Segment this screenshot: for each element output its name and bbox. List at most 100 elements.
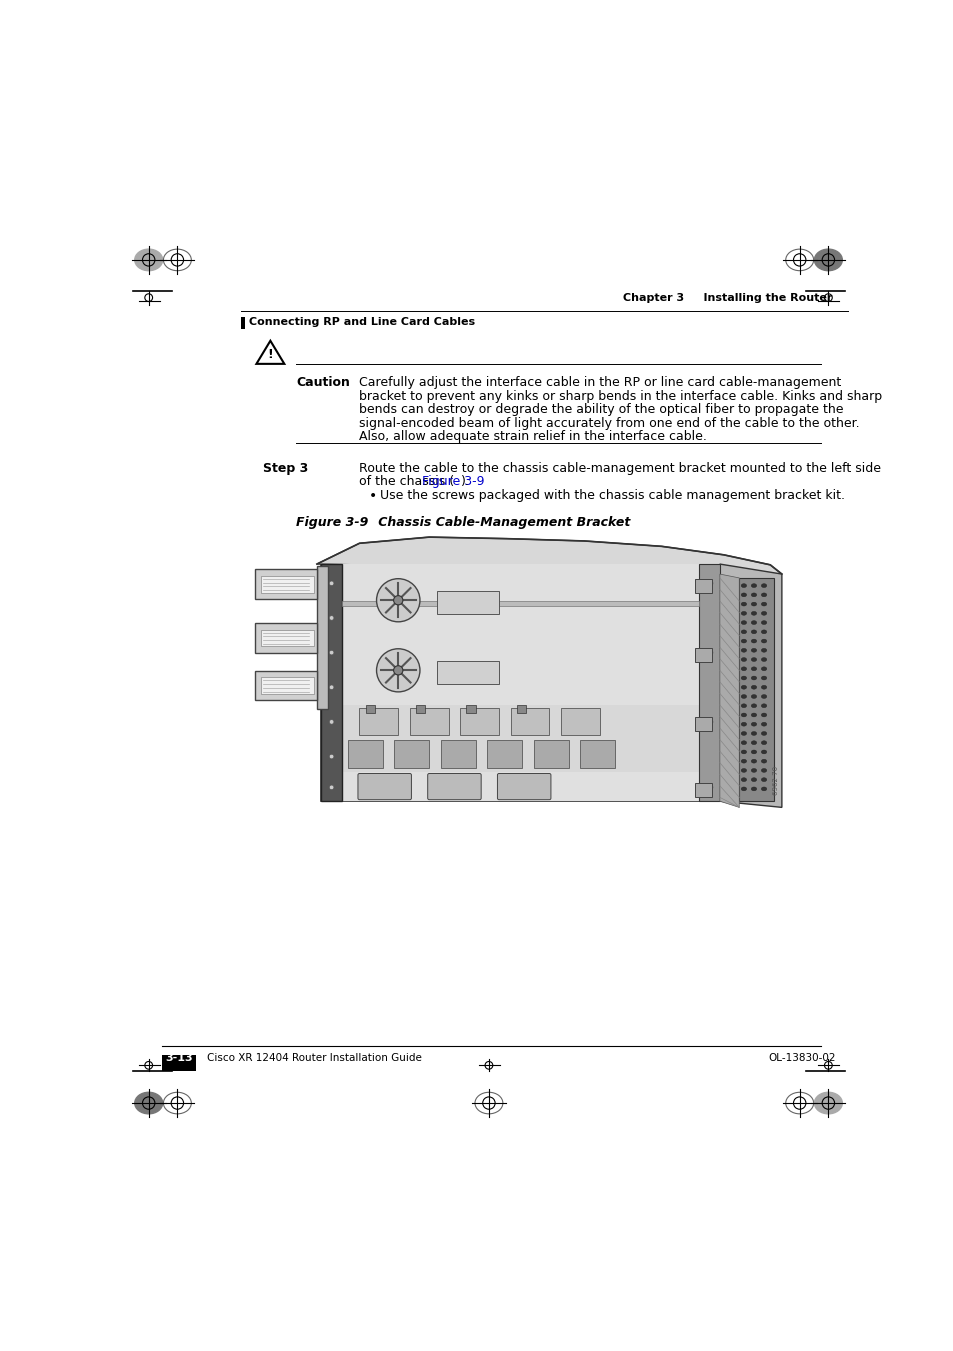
Ellipse shape — [760, 713, 766, 717]
Ellipse shape — [740, 704, 746, 708]
Circle shape — [706, 650, 712, 655]
FancyBboxPatch shape — [534, 740, 568, 769]
FancyBboxPatch shape — [261, 677, 314, 694]
Text: Figure 3-9: Figure 3-9 — [421, 474, 484, 488]
Text: of the chassis (: of the chassis ( — [359, 474, 455, 488]
Ellipse shape — [740, 612, 746, 615]
Ellipse shape — [740, 750, 746, 754]
Text: Chassis Cable-Management Bracket: Chassis Cable-Management Bracket — [352, 516, 630, 530]
Ellipse shape — [750, 685, 756, 689]
FancyBboxPatch shape — [487, 740, 521, 769]
Ellipse shape — [740, 731, 746, 735]
Ellipse shape — [740, 639, 746, 643]
FancyBboxPatch shape — [560, 708, 599, 735]
FancyBboxPatch shape — [261, 576, 314, 593]
Ellipse shape — [134, 1092, 162, 1113]
Ellipse shape — [740, 694, 746, 698]
Text: bends can destroy or degrade the ability of the optical fiber to propagate the: bends can destroy or degrade the ability… — [359, 403, 843, 416]
Ellipse shape — [740, 713, 746, 717]
Circle shape — [706, 785, 712, 790]
FancyBboxPatch shape — [254, 623, 316, 653]
FancyBboxPatch shape — [466, 705, 476, 713]
Circle shape — [394, 666, 402, 676]
FancyBboxPatch shape — [348, 740, 382, 769]
Ellipse shape — [750, 788, 756, 790]
FancyBboxPatch shape — [579, 740, 615, 769]
Text: bracket to prevent any kinks or sharp bends in the interface cable. Kinks and sh: bracket to prevent any kinks or sharp be… — [359, 389, 882, 403]
Ellipse shape — [740, 620, 746, 624]
Text: Caution: Caution — [295, 376, 350, 389]
Text: Step 3: Step 3 — [262, 462, 308, 476]
Ellipse shape — [750, 620, 756, 624]
Text: signal-encoded beam of light accurately from one end of the cable to the other.: signal-encoded beam of light accurately … — [359, 416, 860, 430]
Ellipse shape — [750, 584, 756, 588]
Circle shape — [329, 720, 334, 724]
Ellipse shape — [750, 723, 756, 725]
FancyBboxPatch shape — [510, 708, 549, 735]
Ellipse shape — [750, 630, 756, 634]
Ellipse shape — [750, 769, 756, 773]
FancyBboxPatch shape — [695, 717, 711, 731]
Ellipse shape — [750, 750, 756, 754]
Circle shape — [706, 580, 712, 586]
Text: ).: ). — [460, 474, 470, 488]
FancyBboxPatch shape — [241, 317, 245, 330]
Text: Carefully adjust the interface cable in the RP or line card cable-management: Carefully adjust the interface cable in … — [359, 376, 841, 389]
FancyBboxPatch shape — [254, 570, 316, 598]
Ellipse shape — [760, 769, 766, 773]
Ellipse shape — [760, 603, 766, 607]
FancyBboxPatch shape — [695, 578, 711, 593]
Ellipse shape — [760, 788, 766, 790]
Ellipse shape — [760, 750, 766, 754]
Ellipse shape — [814, 1092, 841, 1113]
FancyBboxPatch shape — [695, 648, 711, 662]
Text: !: ! — [267, 349, 273, 361]
Ellipse shape — [750, 713, 756, 717]
Text: Cisco XR 12404 Router Installation Guide: Cisco XR 12404 Router Installation Guide — [207, 1052, 421, 1063]
Text: Also, allow adequate strain relief in the interface cable.: Also, allow adequate strain relief in th… — [359, 430, 706, 443]
Polygon shape — [316, 538, 781, 574]
Ellipse shape — [760, 778, 766, 782]
FancyBboxPatch shape — [162, 1055, 195, 1071]
FancyBboxPatch shape — [436, 590, 498, 615]
Ellipse shape — [760, 630, 766, 634]
FancyBboxPatch shape — [320, 565, 342, 801]
FancyBboxPatch shape — [342, 771, 699, 801]
Ellipse shape — [750, 704, 756, 708]
Ellipse shape — [814, 249, 841, 270]
FancyBboxPatch shape — [342, 705, 699, 738]
Text: Figure 3-9: Figure 3-9 — [295, 516, 368, 530]
Polygon shape — [720, 574, 739, 808]
Text: Chapter 3     Installing the Router: Chapter 3 Installing the Router — [622, 293, 831, 303]
Ellipse shape — [740, 630, 746, 634]
FancyBboxPatch shape — [459, 708, 498, 735]
FancyBboxPatch shape — [394, 740, 429, 769]
Ellipse shape — [760, 685, 766, 689]
FancyBboxPatch shape — [342, 565, 699, 636]
Ellipse shape — [740, 667, 746, 670]
Ellipse shape — [740, 603, 746, 607]
FancyBboxPatch shape — [739, 578, 773, 801]
Polygon shape — [720, 565, 781, 808]
Ellipse shape — [740, 593, 746, 597]
Ellipse shape — [750, 759, 756, 763]
Ellipse shape — [740, 648, 746, 653]
Ellipse shape — [740, 658, 746, 662]
FancyBboxPatch shape — [427, 774, 480, 800]
Ellipse shape — [760, 759, 766, 763]
Ellipse shape — [760, 704, 766, 708]
Circle shape — [329, 581, 334, 585]
FancyBboxPatch shape — [699, 565, 720, 801]
Text: OL-13830-02: OL-13830-02 — [768, 1052, 835, 1063]
Ellipse shape — [740, 723, 746, 725]
FancyBboxPatch shape — [342, 738, 699, 771]
Ellipse shape — [134, 249, 162, 270]
Ellipse shape — [760, 694, 766, 698]
Text: Route the cable to the chassis cable-management bracket mounted to the left side: Route the cable to the chassis cable-man… — [359, 462, 881, 476]
Ellipse shape — [760, 612, 766, 615]
Ellipse shape — [760, 731, 766, 735]
Circle shape — [329, 685, 334, 689]
Circle shape — [706, 719, 712, 725]
Ellipse shape — [760, 667, 766, 670]
Ellipse shape — [750, 603, 756, 607]
